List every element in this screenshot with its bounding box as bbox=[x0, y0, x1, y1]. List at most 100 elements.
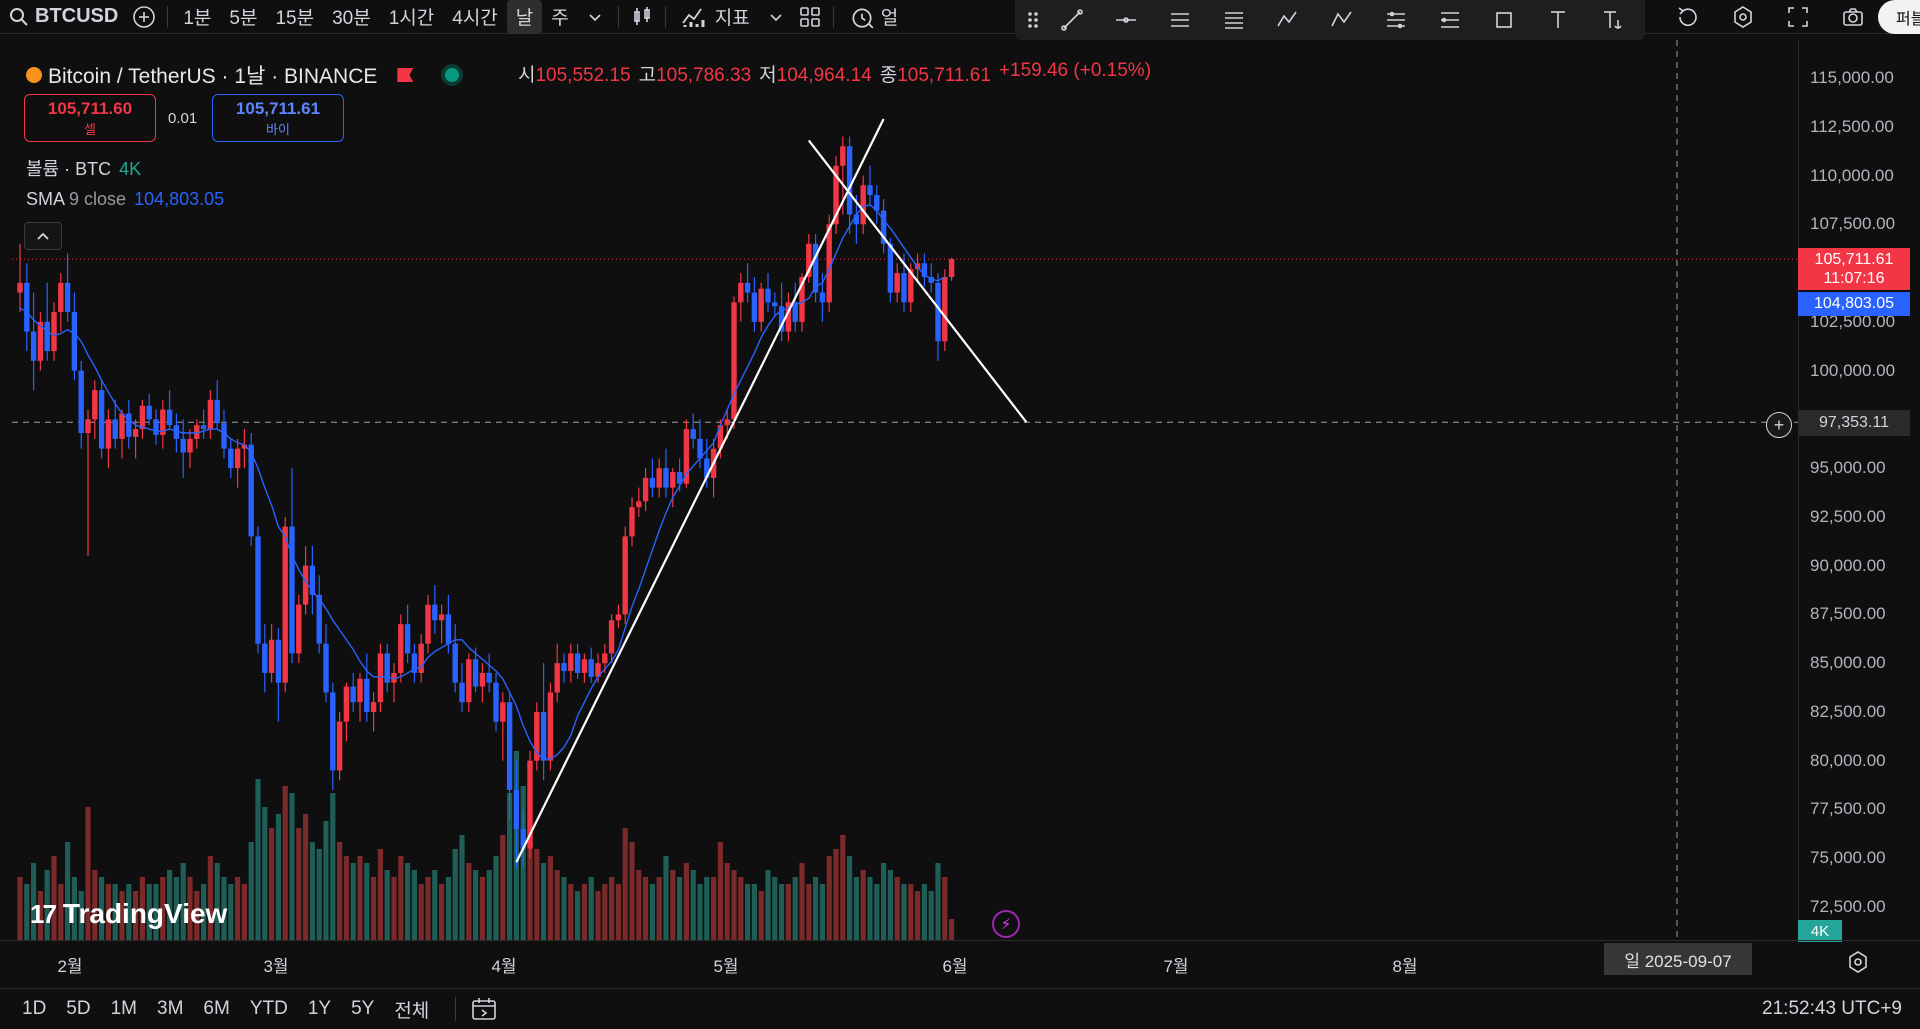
add-alert-plus-icon[interactable]: + bbox=[1766, 412, 1792, 438]
candle-body bbox=[622, 536, 628, 615]
symbol-legend[interactable]: Bitcoin / TetherUS · 1날 · BINANCE bbox=[26, 60, 460, 90]
crosshair-price-tag: 97,353.11 bbox=[1798, 410, 1910, 436]
volume-bar bbox=[908, 884, 914, 940]
range-all[interactable]: 전체 bbox=[394, 1000, 430, 1022]
trend-line-tool[interactable] bbox=[1045, 3, 1099, 37]
interval-dropdown[interactable] bbox=[578, 0, 612, 34]
abcd-pattern-tool[interactable] bbox=[1315, 3, 1369, 37]
camera-icon bbox=[1842, 8, 1863, 26]
interval-1h[interactable]: 1시간 bbox=[388, 8, 435, 29]
volume-bar bbox=[241, 884, 247, 940]
candle-body bbox=[221, 423, 227, 449]
fullscreen-button[interactable] bbox=[1770, 0, 1825, 34]
range-6m[interactable]: 6M bbox=[203, 998, 230, 1019]
gann-tool[interactable] bbox=[1423, 3, 1477, 37]
price-chart[interactable] bbox=[12, 40, 1798, 940]
candle-body bbox=[58, 282, 64, 313]
candle-body bbox=[819, 292, 826, 303]
range-1m[interactable]: 1M bbox=[110, 998, 137, 1019]
chart-type-button[interactable] bbox=[625, 0, 659, 34]
replay-button[interactable] bbox=[1660, 0, 1715, 34]
bottom-toolbar: 1D 5D 1M 3M 6M YTD 1Y 5Y 전체 bbox=[0, 988, 1920, 1029]
volume-bar bbox=[751, 884, 757, 940]
alert-label: 얼 bbox=[880, 8, 899, 29]
range-1y[interactable]: 1Y bbox=[307, 998, 332, 1019]
volume-bar bbox=[316, 849, 322, 940]
rectangle-icon bbox=[1496, 12, 1512, 28]
collapse-legend-button[interactable] bbox=[24, 222, 62, 250]
volume-bar bbox=[255, 779, 261, 940]
clock-timezone[interactable]: 21:52:43 UTC+9 bbox=[1762, 998, 1902, 1019]
range-3m[interactable]: 3M bbox=[157, 998, 184, 1019]
indicators-dropdown[interactable] bbox=[759, 0, 793, 34]
interval-day[interactable]: 날 bbox=[506, 0, 543, 34]
range-1d[interactable]: 1D bbox=[22, 998, 47, 1019]
candle-body bbox=[316, 594, 322, 644]
candle-body bbox=[500, 702, 506, 722]
sma-legend[interactable]: SMA 9 close 104,803.05 bbox=[26, 189, 224, 210]
interval-5m[interactable]: 5분 bbox=[229, 8, 258, 29]
range-5d[interactable]: 5D bbox=[66, 998, 91, 1019]
candle-body bbox=[24, 282, 30, 332]
interval-week[interactable]: 주 bbox=[551, 8, 569, 29]
spread-value: 0.01 bbox=[168, 110, 198, 127]
flag-icon[interactable] bbox=[397, 68, 414, 82]
volume-bar bbox=[262, 807, 268, 940]
candle-body bbox=[262, 643, 268, 673]
interval-4h[interactable]: 4시간 bbox=[452, 8, 498, 29]
candle-body bbox=[574, 653, 581, 673]
interval-1m[interactable]: 1분 bbox=[183, 8, 212, 29]
chart-pane[interactable] bbox=[12, 40, 1798, 940]
time-axis[interactable] bbox=[0, 940, 1920, 986]
interval-30m[interactable]: 30분 bbox=[332, 8, 371, 29]
indicators-button[interactable]: 지표 bbox=[672, 0, 759, 34]
sma-price-tag: 104,803.05 bbox=[1798, 292, 1910, 316]
range-5y[interactable]: 5Y bbox=[351, 998, 375, 1019]
sell-button[interactable]: 105,711.60 셀 bbox=[24, 94, 156, 142]
price-axis[interactable] bbox=[1798, 40, 1920, 940]
price-scale-label: 87,500.00 bbox=[1810, 604, 1886, 624]
candle-body bbox=[772, 302, 778, 307]
volume-bar bbox=[554, 870, 560, 940]
volume-bar bbox=[493, 856, 499, 940]
symbol-title: Bitcoin / TetherUS · 1날 · BINANCE bbox=[48, 65, 378, 88]
volume-bar bbox=[622, 828, 628, 940]
compare-symbol-button[interactable] bbox=[127, 0, 161, 34]
price-scale-label: 110,000.00 bbox=[1810, 165, 1894, 185]
forecast-tool[interactable] bbox=[1369, 3, 1423, 37]
volume-legend[interactable]: 볼륨 · BTC 4K bbox=[26, 155, 141, 181]
anchored-text-tool[interactable] bbox=[1585, 3, 1639, 37]
volume-bar bbox=[731, 870, 737, 940]
candle-body bbox=[302, 565, 309, 605]
rectangle-tool[interactable] bbox=[1477, 3, 1531, 37]
watermark-text: TradingView bbox=[62, 898, 228, 929]
fib-tool[interactable] bbox=[1207, 3, 1261, 37]
volume-bar bbox=[813, 877, 819, 940]
drawing-toolbar bbox=[1015, 0, 1645, 40]
candle-body bbox=[228, 448, 234, 469]
publish-button[interactable]: 퍼블 bbox=[1878, 0, 1920, 34]
lightning-icon[interactable]: ⚡ bbox=[992, 910, 1020, 938]
interval-15m[interactable]: 15분 bbox=[275, 8, 315, 29]
symbol-search[interactable]: BTCUSD bbox=[0, 0, 127, 34]
goto-date-icon[interactable] bbox=[470, 996, 498, 1022]
range-ytd[interactable]: YTD bbox=[249, 998, 288, 1019]
volume-bar bbox=[507, 793, 513, 940]
crosshair-date-tag: 일 2025-09-07 bbox=[1604, 943, 1752, 975]
bar-countdown: 11:07:16 bbox=[1823, 270, 1885, 287]
candle-body bbox=[880, 210, 887, 244]
volume-bar bbox=[357, 856, 363, 940]
text-tool[interactable] bbox=[1531, 3, 1585, 37]
drag-handle[interactable] bbox=[1021, 3, 1045, 37]
parallel-channel-tool[interactable] bbox=[1153, 3, 1207, 37]
pattern-tool[interactable] bbox=[1261, 3, 1315, 37]
settings-button[interactable] bbox=[1715, 0, 1770, 34]
alert-button[interactable]: 얼 bbox=[840, 0, 907, 34]
snapshot-button[interactable] bbox=[1825, 0, 1880, 34]
layouts-button[interactable] bbox=[793, 0, 827, 34]
buy-price: 105,711.61 bbox=[235, 98, 321, 118]
buy-button[interactable]: 105,711.61 바이 bbox=[212, 94, 344, 142]
scale-settings-icon[interactable] bbox=[1846, 950, 1870, 974]
horizontal-ray-tool[interactable] bbox=[1099, 3, 1153, 37]
volume-bar bbox=[806, 884, 812, 940]
